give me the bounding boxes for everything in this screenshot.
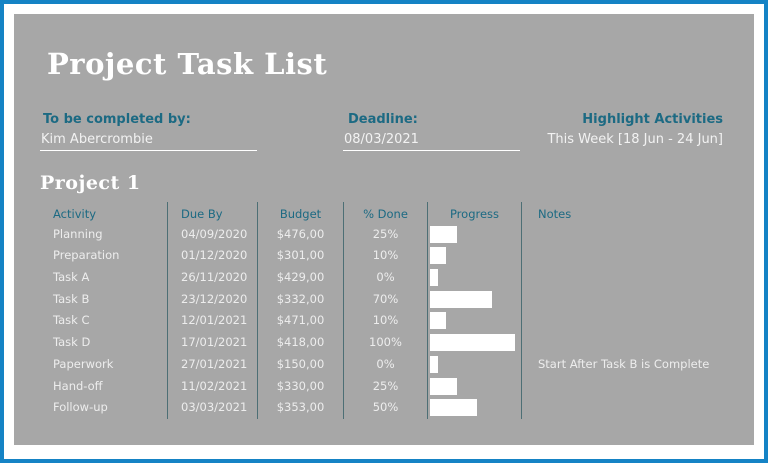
due-by-cell[interactable]: 12/01/2021: [167, 310, 257, 333]
column-header-budget: Budget: [257, 202, 343, 226]
column-header-notes: Notes: [521, 202, 741, 226]
progress-cell[interactable]: [427, 310, 521, 333]
highlight-activities-value: This Week [18 Jun - 24 Jun]: [547, 132, 723, 147]
progress-bar: [430, 355, 438, 373]
due-by-cell[interactable]: 17/01/2021: [167, 332, 257, 354]
page-background: Project Task List To be completed by: Ki…: [14, 14, 754, 445]
deadline-label: Deadline:: [348, 112, 418, 127]
pct-done-cell[interactable]: 0%: [343, 267, 427, 289]
progress-cell[interactable]: [427, 375, 521, 398]
deadline-input[interactable]: 08/03/2021: [343, 132, 520, 151]
highlight-activities-label: Highlight Activities: [582, 112, 723, 127]
highlight-activities-field: Highlight Activities This Week [18 Jun -…: [493, 112, 723, 150]
budget-cell[interactable]: $429,00: [257, 267, 343, 289]
progress-bar: [430, 377, 457, 395]
deadline-field: Deadline: 08/03/2021: [343, 112, 520, 151]
activity-cell[interactable]: Task A: [53, 270, 90, 285]
notes-cell[interactable]: [521, 397, 741, 419]
pct-done-cell[interactable]: 25%: [343, 375, 427, 398]
activity-cell[interactable]: Follow-up: [53, 400, 108, 415]
progress-bar: [430, 225, 457, 243]
pct-done-cell[interactable]: 100%: [343, 332, 427, 354]
pct-done-cell[interactable]: 10%: [343, 245, 427, 268]
completed-by-label: To be completed by:: [43, 112, 191, 127]
notes-cell[interactable]: [521, 245, 741, 268]
progress-cell[interactable]: [427, 288, 521, 311]
pct-done-cell[interactable]: 10%: [343, 310, 427, 333]
progress-cell[interactable]: [427, 397, 521, 419]
column-header-progress: Progress: [427, 202, 521, 226]
progress-bar: [430, 269, 438, 287]
progress-bar: [430, 334, 515, 352]
due-by-cell[interactable]: 26/11/2020: [167, 267, 257, 289]
activity-cell[interactable]: Task C: [53, 313, 90, 328]
activity-cell[interactable]: Paperwork: [53, 356, 114, 371]
activity-cell[interactable]: Planning: [53, 226, 103, 241]
due-by-cell[interactable]: 11/02/2021: [167, 375, 257, 398]
completed-by-field: To be completed by: Kim Abercrombie: [40, 112, 257, 151]
progress-cell[interactable]: [427, 267, 521, 289]
progress-cell[interactable]: [427, 353, 521, 376]
notes-cell[interactable]: [521, 223, 741, 246]
progress-bar: [430, 290, 492, 308]
progress-cell[interactable]: [427, 245, 521, 268]
activity-cell[interactable]: Task B: [53, 291, 90, 306]
pct-done-cell[interactable]: 70%: [343, 288, 427, 311]
notes-cell[interactable]: [521, 310, 741, 333]
budget-cell[interactable]: $301,00: [257, 245, 343, 268]
section-title: Project 1: [40, 172, 141, 194]
progress-cell[interactable]: [427, 332, 521, 354]
column-header-activity: Activity: [53, 207, 97, 221]
activity-cell[interactable]: Task D: [53, 335, 91, 350]
progress-bar: [430, 312, 446, 330]
budget-cell[interactable]: $471,00: [257, 310, 343, 333]
column-header-pct-done: % Done: [343, 202, 427, 226]
progress-bar: [430, 247, 446, 265]
notes-cell[interactable]: [521, 332, 741, 354]
pct-done-cell[interactable]: 25%: [343, 223, 427, 246]
activity-cell[interactable]: Hand-off: [53, 378, 103, 393]
pct-done-cell[interactable]: 50%: [343, 397, 427, 419]
progress-bar: [430, 399, 477, 417]
budget-cell[interactable]: $332,00: [257, 288, 343, 311]
budget-cell[interactable]: $330,00: [257, 375, 343, 398]
column-header-due-by: Due By: [167, 202, 257, 226]
due-by-cell[interactable]: 01/12/2020: [167, 245, 257, 268]
notes-cell[interactable]: Start After Task B is Complete: [521, 353, 741, 376]
notes-cell[interactable]: [521, 288, 741, 311]
page-title: Project Task List: [47, 47, 328, 81]
completed-by-input[interactable]: Kim Abercrombie: [40, 132, 257, 151]
activity-cell[interactable]: Preparation: [53, 248, 120, 263]
due-by-cell[interactable]: 23/12/2020: [167, 288, 257, 311]
due-by-cell[interactable]: 03/03/2021: [167, 397, 257, 419]
pct-done-cell[interactable]: 0%: [343, 353, 427, 376]
notes-cell[interactable]: [521, 267, 741, 289]
due-by-cell[interactable]: 04/09/2020: [167, 223, 257, 246]
progress-cell[interactable]: [427, 223, 521, 246]
task-table: Activity Due By Budget % Done Progress N…: [40, 202, 741, 419]
due-by-cell[interactable]: 27/01/2021: [167, 353, 257, 376]
budget-cell[interactable]: $353,00: [257, 397, 343, 419]
budget-cell[interactable]: $418,00: [257, 332, 343, 354]
notes-cell[interactable]: [521, 375, 741, 398]
budget-cell[interactable]: $150,00: [257, 353, 343, 376]
budget-cell[interactable]: $476,00: [257, 223, 343, 246]
